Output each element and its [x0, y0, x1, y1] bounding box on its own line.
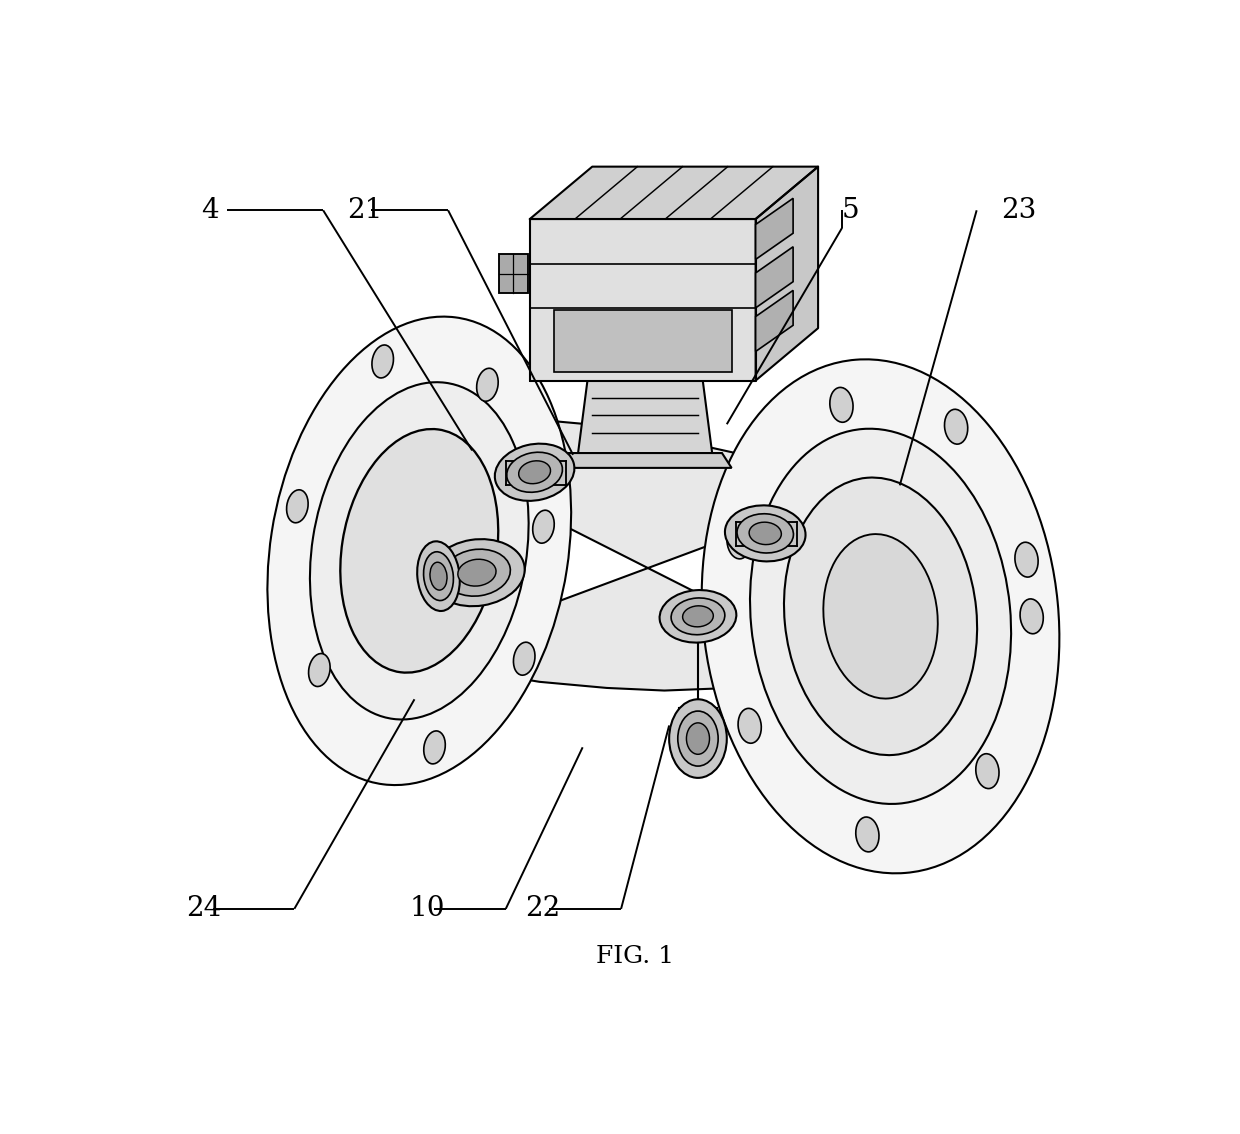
Text: 10: 10	[409, 896, 445, 922]
Ellipse shape	[1021, 599, 1043, 634]
Ellipse shape	[430, 562, 448, 590]
Polygon shape	[439, 551, 516, 596]
Ellipse shape	[286, 490, 308, 523]
Ellipse shape	[458, 559, 496, 586]
Ellipse shape	[424, 552, 454, 601]
Ellipse shape	[372, 345, 393, 378]
Ellipse shape	[682, 606, 713, 627]
Ellipse shape	[702, 359, 1059, 873]
Ellipse shape	[670, 700, 727, 778]
Ellipse shape	[1014, 542, 1038, 577]
Polygon shape	[424, 420, 847, 691]
Ellipse shape	[340, 429, 498, 672]
Polygon shape	[498, 254, 528, 294]
Ellipse shape	[671, 598, 725, 635]
Polygon shape	[558, 454, 732, 468]
Polygon shape	[529, 167, 818, 219]
Ellipse shape	[429, 539, 525, 607]
Text: 23: 23	[1001, 197, 1035, 223]
Text: 21: 21	[347, 197, 383, 223]
Polygon shape	[755, 198, 794, 260]
Ellipse shape	[687, 722, 709, 754]
Polygon shape	[529, 219, 755, 381]
Ellipse shape	[830, 388, 853, 422]
Ellipse shape	[737, 514, 794, 553]
Ellipse shape	[507, 452, 563, 492]
Ellipse shape	[310, 382, 528, 719]
Ellipse shape	[424, 731, 445, 764]
Ellipse shape	[533, 510, 554, 543]
Text: 22: 22	[525, 896, 560, 922]
Ellipse shape	[476, 369, 498, 401]
Ellipse shape	[750, 429, 1011, 804]
Polygon shape	[755, 167, 818, 381]
Ellipse shape	[444, 549, 511, 596]
Text: 5: 5	[842, 197, 859, 223]
Text: FIG. 1: FIG. 1	[596, 946, 675, 968]
Ellipse shape	[856, 816, 879, 852]
Text: 4: 4	[201, 197, 218, 223]
Polygon shape	[578, 381, 712, 455]
Ellipse shape	[727, 524, 750, 559]
Ellipse shape	[976, 754, 999, 788]
Ellipse shape	[417, 541, 460, 611]
Polygon shape	[554, 311, 732, 372]
Ellipse shape	[678, 711, 718, 767]
Ellipse shape	[725, 506, 806, 561]
Ellipse shape	[749, 522, 781, 544]
Text: 24: 24	[186, 896, 221, 922]
Ellipse shape	[784, 477, 977, 755]
Polygon shape	[755, 290, 794, 352]
Polygon shape	[755, 247, 794, 307]
Ellipse shape	[945, 409, 967, 445]
Ellipse shape	[823, 534, 937, 699]
Ellipse shape	[518, 460, 551, 484]
Ellipse shape	[309, 653, 330, 686]
Ellipse shape	[513, 642, 534, 675]
Ellipse shape	[660, 590, 737, 643]
Ellipse shape	[738, 709, 761, 743]
Ellipse shape	[268, 316, 572, 785]
Ellipse shape	[495, 443, 574, 501]
